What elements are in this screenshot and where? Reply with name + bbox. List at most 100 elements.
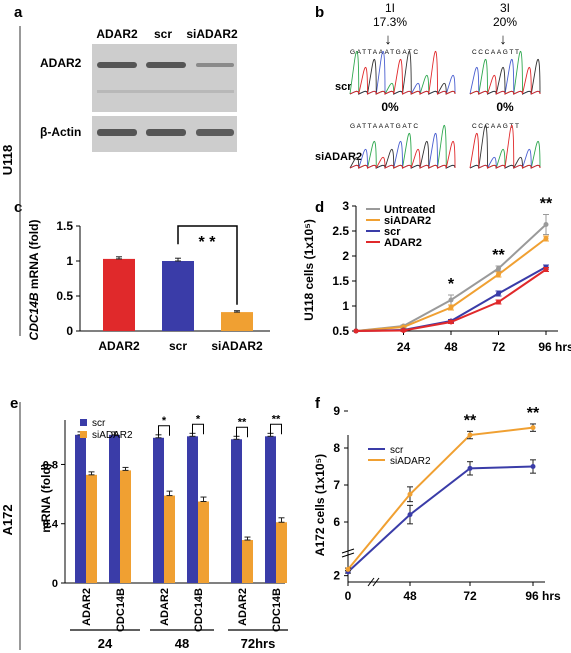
panel-c-chart: CDC14B mRNA (fold) 0 0.5 1 1.5 ADAR2 scr siADA… (27, 219, 270, 353)
blot-band (196, 63, 234, 67)
legend-swatch (80, 419, 87, 426)
bar (103, 258, 135, 331)
y-tick-label: 6 (333, 515, 340, 529)
panel-d-chart: U118 cells (1x10⁵) 0.5 1 1.5 2 2.5 3 24 48 72 96 … (302, 196, 571, 355)
panel-label-e: e (10, 395, 18, 412)
y-tick-label: 0.8 (43, 459, 58, 471)
significance-stars: ** (540, 196, 553, 213)
blot-membrane-top (92, 44, 237, 112)
data-point (407, 491, 413, 497)
significance-stars: * (162, 415, 167, 427)
panel-f-chart: A172 cells (1x10⁵) 2 6 7 8 9 0 48 72 96 hrs scrsi… (313, 404, 561, 603)
y-tick-label: 3 (342, 199, 349, 213)
group-label: 48 (175, 636, 189, 651)
sequence-text: GATTAAATGATC (350, 123, 420, 130)
site-edit-percent: 17.3% (373, 15, 407, 29)
blot-band (196, 129, 234, 136)
x-tick-label: 0 (345, 589, 352, 603)
edit-percent: 0% (381, 100, 399, 114)
bar (265, 436, 276, 583)
chromatogram-trace (349, 133, 456, 169)
series-line (347, 426, 534, 570)
y-tick-label: 2.5 (332, 224, 349, 238)
data-point (467, 465, 473, 471)
sequence-text: CCCAAGTT (472, 49, 521, 56)
y-axis-label: A172 cells (1x10⁵) (313, 454, 327, 556)
cell-line-a172: A172 (0, 504, 15, 535)
blot-row-label: β-Actin (40, 125, 81, 139)
x-tick-label: ADAR2 (81, 588, 93, 626)
data-point (530, 425, 536, 431)
series-line (347, 465, 534, 573)
legend-label: siADAR2 (390, 456, 431, 467)
edit-percent: 0% (496, 100, 514, 114)
significance-stars: ** (238, 416, 247, 428)
axis-break-mark (367, 577, 375, 587)
y-axis-label-rest: mRNA (fold) (27, 220, 41, 293)
legend-label: siADAR2 (384, 215, 431, 227)
bar (231, 439, 242, 583)
bar (109, 434, 120, 583)
data-point (401, 328, 406, 333)
x-tick-label: CDC14B (115, 588, 127, 632)
panel-label-d: d (315, 199, 324, 216)
x-tick-label: CDC14B (271, 588, 283, 632)
x-tick-label: 48 (403, 589, 417, 603)
bar (198, 501, 209, 583)
x-tick-label: siADAR2 (211, 339, 263, 353)
y-tick-label: 0.5 (332, 324, 349, 338)
site-name: 1I (385, 1, 395, 15)
y-tick-label: 9 (333, 404, 340, 418)
y-tick-label: 2 (333, 569, 340, 583)
x-tick-label: 72 (463, 589, 477, 603)
bar (164, 495, 175, 583)
bar (187, 436, 198, 583)
cell-line-u118: U118 (0, 145, 15, 175)
panel-e-chart: mRNA (fold) 0 0.4 0.8 ADAR2 CDC14B ADAR2 * CDC1… (39, 413, 288, 651)
panel-label-a: a (14, 4, 23, 21)
x-tick-label: 48 (444, 340, 458, 354)
y-tick-label: 0.4 (43, 519, 59, 531)
x-tick-label: 72 (492, 340, 506, 354)
panel-a-blot: ADAR2 scr siADAR2 ADAR2 β-Actin (40, 27, 238, 152)
group-label: 72hrs (241, 636, 276, 651)
data-point (467, 432, 473, 438)
legend-label: scr (92, 418, 106, 429)
y-tick-label: 1 (342, 299, 349, 313)
significance-stars: ** (527, 405, 540, 422)
bar (162, 261, 194, 331)
data-point (496, 291, 501, 296)
axis-break-mark (341, 552, 355, 558)
sequence-text: GATTAAATGATC (350, 49, 420, 56)
site-edit-percent: 20% (493, 15, 517, 29)
group-label: 24 (98, 636, 113, 651)
data-point (353, 328, 359, 334)
significance-stars: ** (272, 413, 281, 425)
y-tick-label: 8 (333, 441, 340, 455)
data-point (543, 236, 549, 241)
chromatogram-trace (469, 66, 541, 95)
data-point (530, 464, 536, 469)
y-tick-label: 0.5 (56, 289, 73, 303)
bar (153, 437, 164, 583)
y-axis-label: CDC14B mRNA (fold) (27, 220, 41, 341)
y-tick-label: 1.5 (332, 274, 349, 288)
lane-label: siADAR2 (186, 27, 238, 41)
panel-label-b: b (315, 4, 324, 21)
chromatogram-trace (469, 59, 541, 95)
panel-label-c: c (14, 199, 22, 216)
blot-band (97, 129, 137, 136)
data-point (496, 266, 501, 271)
blot-background-band (97, 90, 234, 93)
legend-label: siADAR2 (92, 430, 133, 441)
legend-label: scr (390, 445, 404, 456)
significance-bracket (158, 425, 170, 436)
blot-band (146, 62, 186, 68)
legend-label: ADAR2 (384, 237, 422, 249)
x-tick-label: 96 hrs (525, 589, 561, 603)
chromatogram-trace (349, 140, 456, 169)
significance-stars: * (448, 276, 455, 293)
data-point (543, 222, 549, 227)
site-name: 3I (500, 1, 510, 15)
